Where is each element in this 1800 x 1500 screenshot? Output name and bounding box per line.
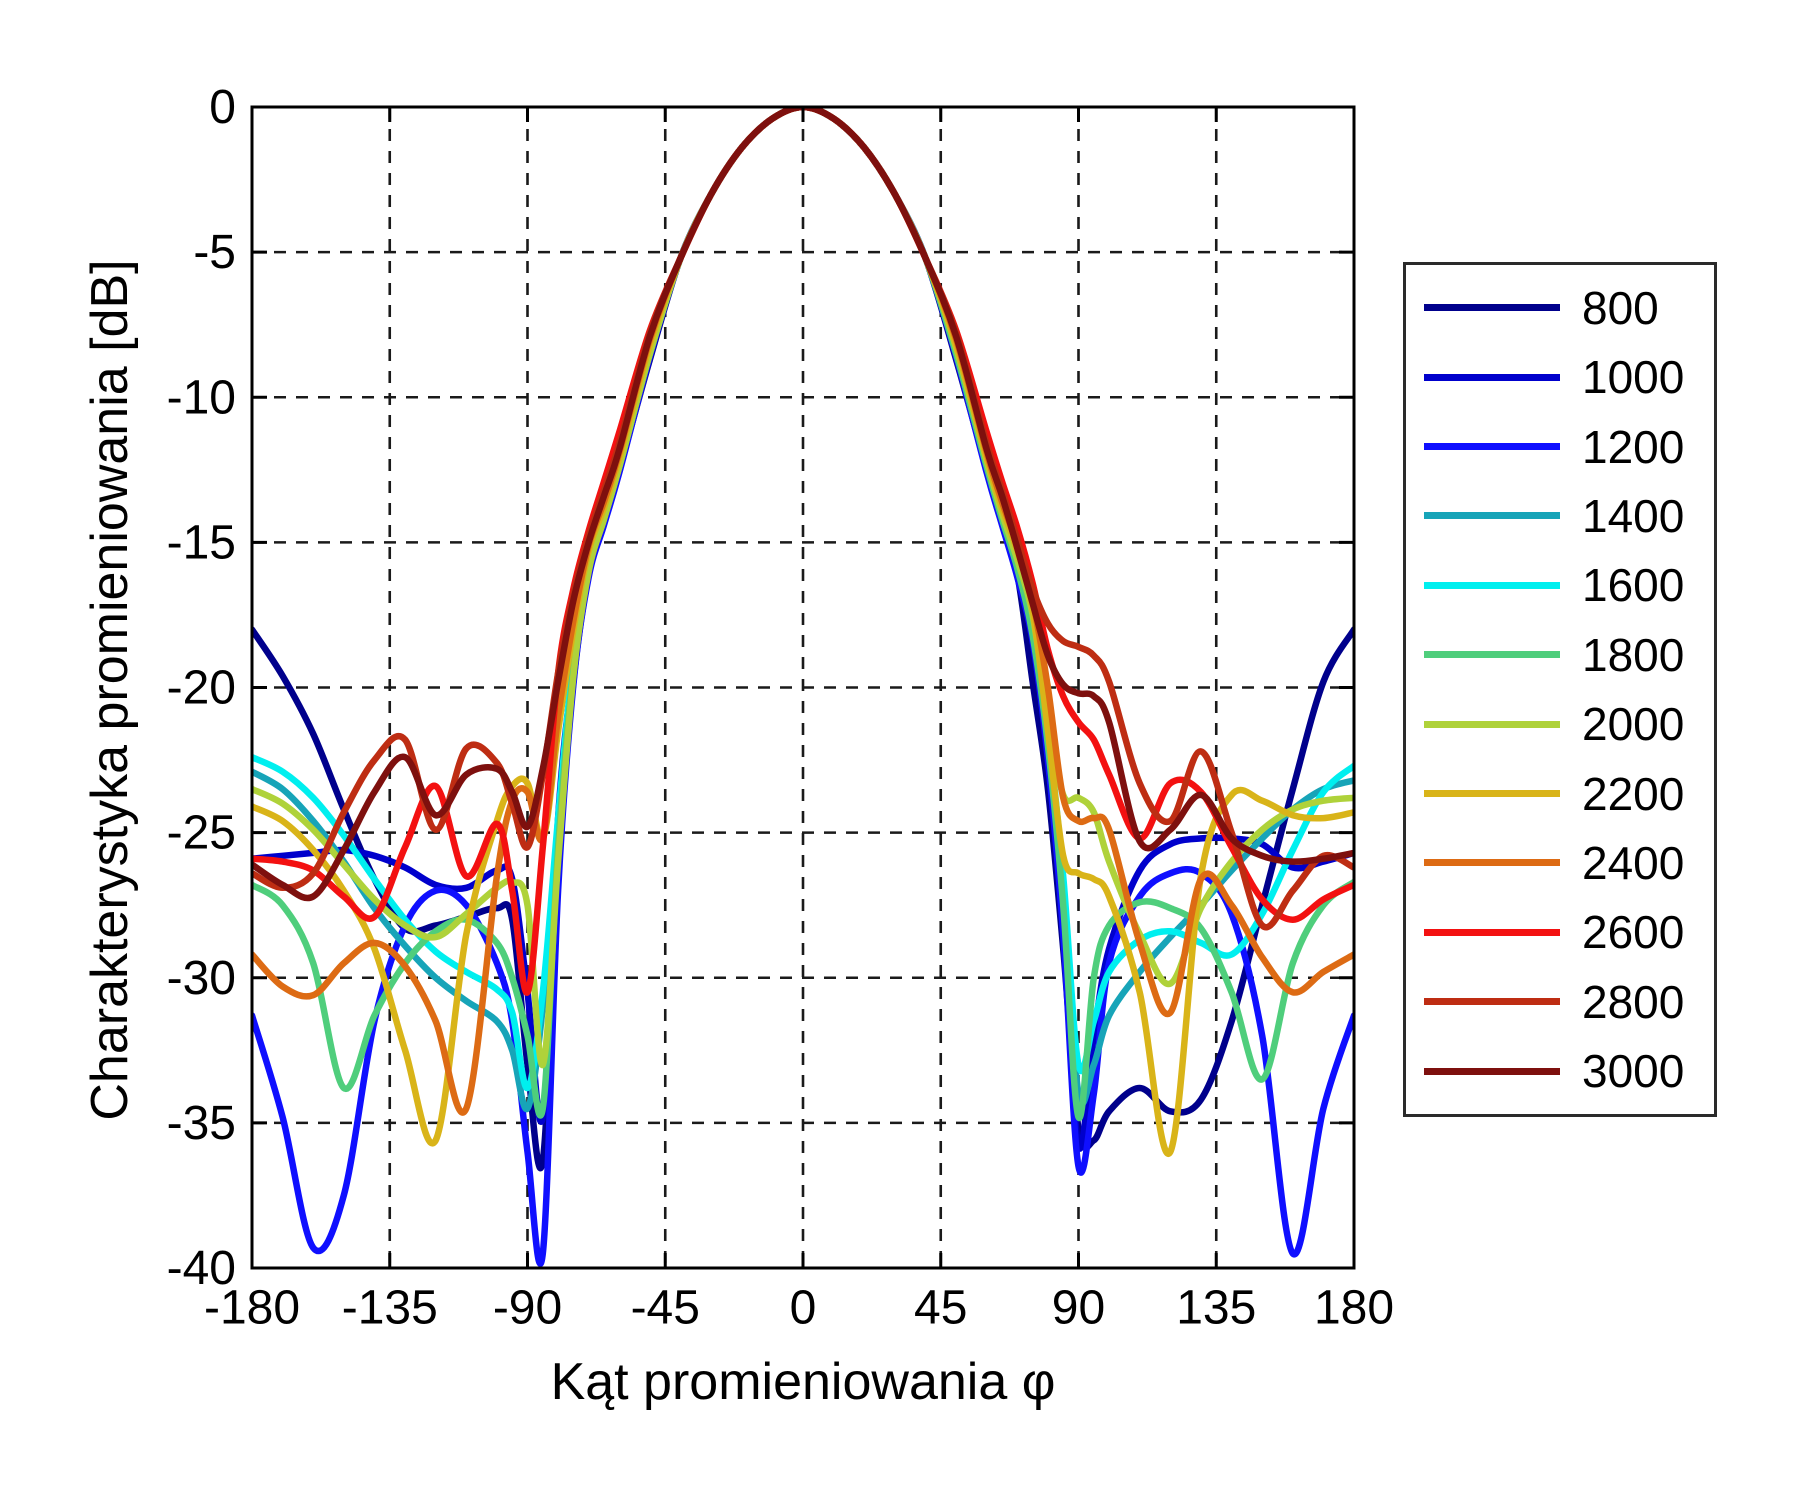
legend-item-1000: 1000 bbox=[1406, 345, 1714, 409]
legend-item-label: 2600 bbox=[1582, 906, 1685, 959]
y-tick-label: -20 bbox=[167, 662, 236, 715]
y-tick-label: -30 bbox=[167, 952, 236, 1005]
legend-item-2200: 2200 bbox=[1406, 762, 1714, 826]
legend-line-swatch bbox=[1424, 928, 1560, 936]
legend-line-swatch bbox=[1424, 443, 1560, 451]
legend-line-swatch bbox=[1424, 581, 1560, 589]
legend-item-800: 800 bbox=[1406, 276, 1714, 340]
legend-line-swatch bbox=[1424, 1067, 1560, 1075]
legend-item-label: 1400 bbox=[1582, 489, 1685, 542]
legend-item-1200: 1200 bbox=[1406, 415, 1714, 479]
legend-item-label: 2400 bbox=[1582, 836, 1685, 889]
legend-line-swatch bbox=[1424, 720, 1560, 728]
x-tick-label: 0 bbox=[790, 1282, 817, 1335]
y-tick-label: -15 bbox=[167, 516, 236, 569]
legend-line-swatch bbox=[1424, 512, 1560, 520]
x-tick-label: -180 bbox=[204, 1282, 300, 1335]
legend-item-label: 1200 bbox=[1582, 420, 1685, 473]
y-tick-label: -35 bbox=[167, 1097, 236, 1150]
legend-line-swatch bbox=[1424, 373, 1560, 381]
x-tick-label: 45 bbox=[914, 1282, 967, 1335]
y-axis-title: Charakterystyka promieniowania [dB] bbox=[81, 259, 139, 1121]
legend-item-3000: 3000 bbox=[1406, 1039, 1714, 1103]
x-tick-label: 180 bbox=[1314, 1282, 1394, 1335]
x-axis-title: Kąt promieniowania φ bbox=[550, 1353, 1056, 1411]
legend-line-swatch bbox=[1424, 651, 1560, 659]
legend-item-2000: 2000 bbox=[1406, 692, 1714, 756]
x-tick-label: 135 bbox=[1176, 1282, 1256, 1335]
legend-item-label: 3000 bbox=[1582, 1045, 1685, 1098]
legend-item-label: 1800 bbox=[1582, 628, 1685, 681]
legend-item-2600: 2600 bbox=[1406, 900, 1714, 964]
y-tick-label: 0 bbox=[209, 81, 236, 134]
legend-item-label: 800 bbox=[1582, 281, 1659, 334]
x-tick-label: -135 bbox=[342, 1282, 438, 1335]
legend-line-swatch bbox=[1424, 998, 1560, 1006]
legend-item-1800: 1800 bbox=[1406, 623, 1714, 687]
legend: 800 1000 1200 1400 1600 1800 2000 2200 2400 2600 2… bbox=[1403, 262, 1717, 1117]
legend-item-label: 1000 bbox=[1582, 351, 1685, 404]
x-tick-label: -45 bbox=[631, 1282, 700, 1335]
legend-item-label: 2800 bbox=[1582, 975, 1685, 1028]
legend-item-1600: 1600 bbox=[1406, 553, 1714, 617]
y-tick-label: -5 bbox=[193, 226, 236, 279]
legend-item-2400: 2400 bbox=[1406, 831, 1714, 895]
x-tick-label: 90 bbox=[1052, 1282, 1105, 1335]
y-tick-label: -10 bbox=[167, 371, 236, 424]
legend-line-swatch bbox=[1424, 790, 1560, 798]
legend-item-label: 2200 bbox=[1582, 767, 1685, 820]
y-tick-label: -40 bbox=[167, 1242, 236, 1295]
legend-item-label: 2000 bbox=[1582, 698, 1685, 751]
y-tick-label: -25 bbox=[167, 807, 236, 860]
legend-item-label: 1600 bbox=[1582, 559, 1685, 612]
legend-item-1400: 1400 bbox=[1406, 484, 1714, 548]
legend-item-2800: 2800 bbox=[1406, 970, 1714, 1034]
legend-line-swatch bbox=[1424, 859, 1560, 867]
legend-line-swatch bbox=[1424, 304, 1560, 312]
x-tick-label: -90 bbox=[493, 1282, 562, 1335]
